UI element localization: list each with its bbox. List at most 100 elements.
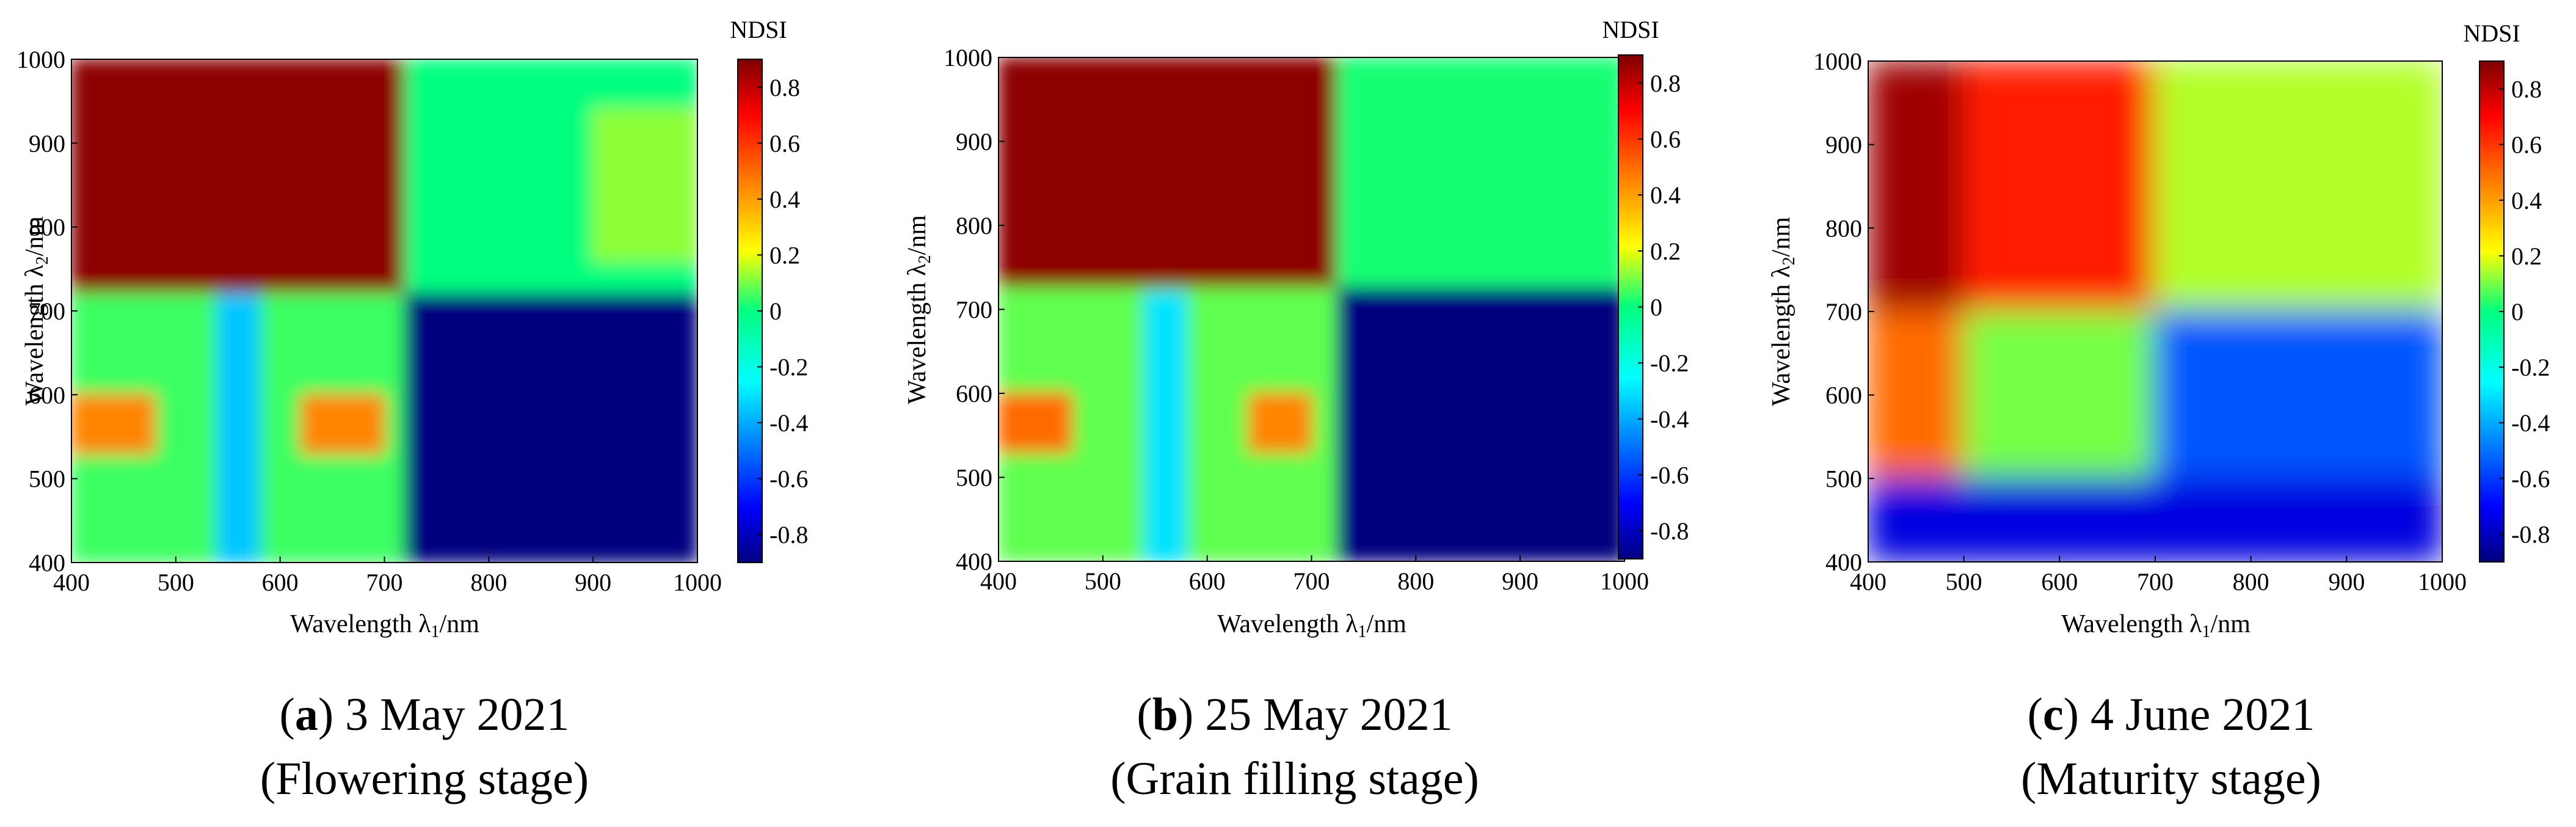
x-ticks-a: 400 500 600 700 800 900 1000 <box>53 556 722 596</box>
x-tick-label: 600 <box>262 569 299 596</box>
colorbar-ticks-c: 0.8 0.6 0.4 0.2 0 -0.2 -0.4 -0.6 -0.8 <box>2499 76 2550 548</box>
x-tick-label: 500 <box>1946 568 1982 596</box>
colorbar-tick-label: 0 <box>2511 298 2523 326</box>
y-tick-label: 500 <box>956 464 992 492</box>
colorbar-tick-label: -0.2 <box>2511 354 2550 381</box>
x-tick-label: 800 <box>470 569 507 596</box>
y-axis-title-c: Wavelength λ2/nm <box>1767 217 1799 406</box>
caption-a-line1: (a) 3 May 2021 <box>280 689 570 740</box>
heatmap-cell-4 <box>71 393 156 455</box>
x-axis-title-b: Wavelength λ1/nm <box>1217 610 1406 641</box>
colorbar-tick-label: 0.2 <box>1650 238 1681 265</box>
heatmap-cell-4 <box>1248 392 1313 454</box>
x-tick-label: 1000 <box>673 569 722 596</box>
x-tick-label: 1000 <box>1600 567 1649 595</box>
colorbar-tick-label: 0.2 <box>770 241 800 269</box>
x-tick-label: 600 <box>1189 567 1226 595</box>
y-tick-label: 700 <box>29 297 65 325</box>
x-ticks-c: 400 500 600 700 800 900 1000 <box>1850 556 2467 596</box>
heatmap-cell-3 <box>999 392 1073 454</box>
heatmap-cell-0 <box>1868 61 1965 313</box>
y-tick-label: 800 <box>1825 214 1862 242</box>
x-tick-label: 1000 <box>2418 568 2467 596</box>
y-tick-label: 600 <box>956 380 992 407</box>
x-tick-label: 800 <box>2233 568 2269 596</box>
heatmap-cell-6 <box>1336 287 1625 561</box>
y-tick-label: 400 <box>29 549 65 577</box>
y-tick-label: 800 <box>29 214 65 241</box>
heatmap-cell-3 <box>1868 310 1965 480</box>
colorbar-tick-label: 0.4 <box>1650 181 1681 209</box>
colorbar-ticks-b: 0.8 0.6 0.4 0.2 0 -0.2 -0.4 -0.6 -0.8 <box>1638 70 1689 545</box>
colorbar-tick-label: -0.2 <box>1650 349 1689 377</box>
caption-c-line1: (c) 4 June 2021 <box>2028 689 2315 740</box>
y-tick-label: 900 <box>956 128 992 156</box>
heatmap-c <box>1868 61 2442 562</box>
colorbar-tick-label: 0.8 <box>1650 70 1681 97</box>
colorbar-tick-label: 0.2 <box>2511 242 2542 270</box>
y-tick-label: 800 <box>956 212 992 239</box>
x-tick-label: 600 <box>2041 568 2078 596</box>
colorbar-tick-label: -0.6 <box>1650 462 1689 489</box>
heatmap-cell-5 <box>1143 291 1188 561</box>
x-tick-label: 900 <box>2328 568 2365 596</box>
colorbar-tick-label: 0.4 <box>2511 187 2542 214</box>
colorbar-tick-label: 0.6 <box>1650 126 1681 153</box>
x-tick-label: 500 <box>158 569 194 596</box>
x-tick-label: 900 <box>575 569 611 596</box>
y-tick-label: 600 <box>1825 382 1862 409</box>
x-tick-label: 400 <box>980 567 1017 595</box>
x-axis-title-c: Wavelength λ1/nm <box>2061 610 2250 641</box>
y-tick-label: 500 <box>29 465 65 493</box>
colorbar-tick-label: -0.6 <box>2511 465 2550 492</box>
heatmap-cell-2 <box>592 108 697 262</box>
panel-b: 400 500 600 700 800 900 1000 400 500 600 700 800 90… <box>903 16 1689 804</box>
colorbar-tick-label: 0.8 <box>2511 76 2542 103</box>
y-tick-label: 1000 <box>944 44 992 71</box>
heatmap-cell-0 <box>999 57 1339 290</box>
heatmap-cell-1 <box>1962 61 2156 313</box>
y-tick-label: 600 <box>29 381 65 409</box>
colorbar-tick-label: -0.4 <box>1650 406 1689 433</box>
colorbar-tick-label: -0.8 <box>770 521 808 548</box>
y-tick-label: 900 <box>29 129 65 157</box>
x-tick-label: 800 <box>1397 567 1434 595</box>
x-tick-label: 500 <box>1085 567 1121 595</box>
colorbar-title-a: NDSI <box>730 16 787 43</box>
x-tick-label: 700 <box>1293 567 1330 595</box>
colorbar-tick-label: -0.2 <box>770 354 808 381</box>
y-ticks-a: 400 500 600 700 800 900 1000 <box>16 46 78 577</box>
heatmap-cell-0 <box>71 59 407 296</box>
colorbar-tick-label: 0.4 <box>770 186 800 213</box>
y-tick-label: 500 <box>1825 465 1862 492</box>
colorbar-tick-label: 0 <box>1650 294 1662 321</box>
heatmap-regions <box>71 59 697 563</box>
colorbar-tick-label: -0.8 <box>2511 520 2550 548</box>
y-ticks-c: 400 500 600 700 800 900 1000 <box>1813 48 1874 576</box>
x-ticks-b: 400 500 600 700 800 900 1000 <box>980 555 1649 595</box>
heatmap-a <box>71 59 697 563</box>
caption-c-line2: (Maturity stage) <box>2021 753 2321 804</box>
y-tick-label: 1000 <box>1813 48 1862 75</box>
colorbar-tick-label: 0 <box>770 297 782 325</box>
x-tick-label: 400 <box>53 569 90 596</box>
caption-b-line2: (Grain filling stage) <box>1110 753 1479 804</box>
heatmap-cell-5 <box>2154 310 2442 480</box>
panel-a: 400 500 600 700 800 900 1000 400 500 600 700 800 90… <box>16 16 808 804</box>
heatmap-regions <box>999 57 1625 561</box>
x-tick-label: 700 <box>366 569 403 596</box>
y-tick-label: 1000 <box>16 46 65 73</box>
heatmap-cell-4 <box>1962 310 2156 480</box>
x-axis-title-a: Wavelength λ1/nm <box>290 610 479 641</box>
y-tick-label: 400 <box>956 548 992 575</box>
heatmap-cell-1 <box>1336 57 1625 290</box>
heatmap-cell-2 <box>2154 61 2442 313</box>
colorbar-tick-label: 0.6 <box>770 129 800 157</box>
heatmap-cell-6 <box>1868 477 2442 562</box>
heatmap-cell-5 <box>299 393 386 455</box>
colorbar-tick-label: 0.6 <box>2511 131 2542 159</box>
y-ticks-b: 400 500 600 700 800 900 1000 <box>944 44 1005 575</box>
colorbar-tick-label: -0.4 <box>770 409 808 437</box>
y-tick-label: 400 <box>1825 548 1862 576</box>
